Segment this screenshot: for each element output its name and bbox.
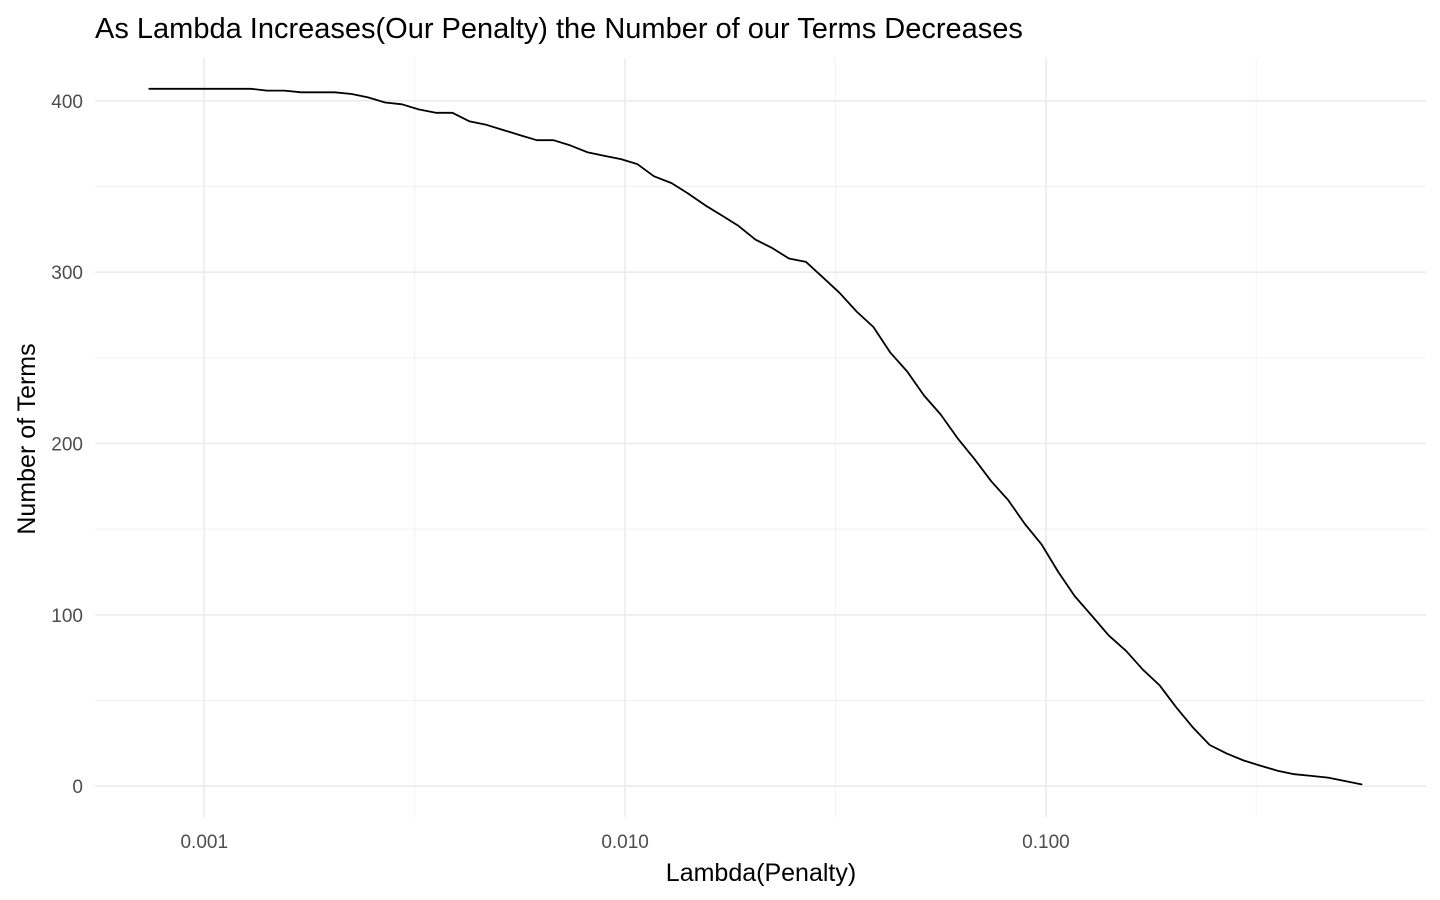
y-tick-label-4: 400	[51, 92, 83, 113]
y-tick-label-1: 100	[51, 606, 83, 627]
x-tick-label-1: 0.010	[601, 832, 649, 853]
x-axis-title: Lambda(Penalty)	[666, 859, 856, 887]
x-axis-tick-labels: 0.001 0.010 0.100	[180, 832, 1069, 853]
y-axis-tick-labels: 0 100 200 300 400	[51, 92, 83, 798]
series-line-number-of-terms	[148, 87, 1363, 786]
major-gridlines	[95, 58, 1426, 817]
x-tick-label-2: 0.100	[1022, 832, 1070, 853]
y-tick-label-0: 0	[72, 777, 83, 798]
chart-title: As Lambda Increases(Our Penalty) the Num…	[95, 13, 1023, 45]
y-tick-label-2: 200	[51, 434, 83, 455]
minor-gridlines	[95, 58, 1426, 817]
x-tick-label-0: 0.001	[180, 832, 228, 853]
y-tick-label-3: 300	[51, 263, 83, 284]
y-axis-title: Number of Terms	[13, 343, 41, 534]
